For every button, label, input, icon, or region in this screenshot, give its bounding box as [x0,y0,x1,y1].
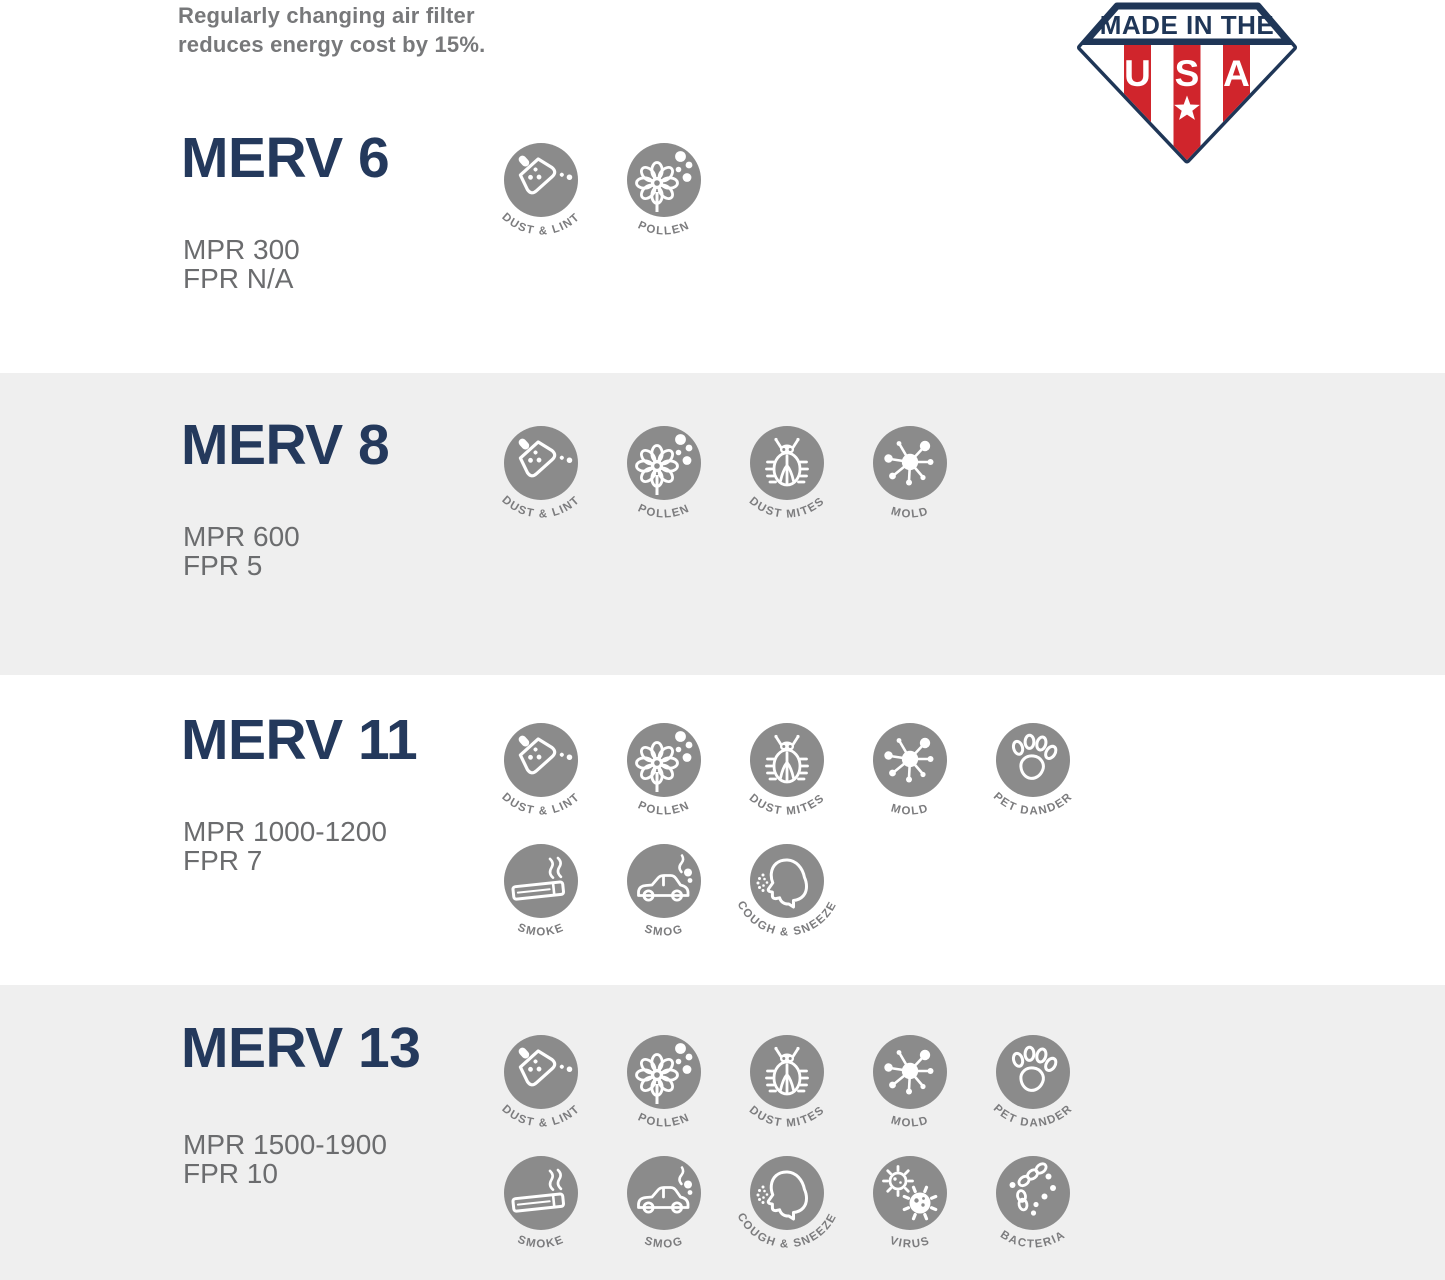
icon-label: VIRUS [888,1235,932,1251]
pollen-icon: POLLEN [627,1035,701,1130]
badge-letter-a: A [1223,53,1250,94]
icon-label: POLLEN [636,799,692,817]
badge-letter-s: S [1175,53,1200,94]
pollen-icon: POLLEN [627,723,701,818]
energy-savings-note: Regularly changing air filter reduces en… [178,1,485,59]
merv-13-band [0,985,1445,1280]
energy-savings-note-line2: reduces energy cost by 15%. [178,32,486,57]
merv-11-specs: MPR 1000-1200 FPR 7 [183,817,387,875]
icon-label: POLLEN [636,1111,692,1129]
dust-lint-icon: DUST & LINT [499,143,581,238]
pet-dander-icon: PET DANDER [991,723,1074,818]
merv-8-title: MERV 8 [181,413,390,477]
dust-lint-icon: DUST & LINT [499,426,581,521]
icon-label: MOLD [890,1114,931,1129]
pollen-icon: POLLEN [627,143,701,238]
merv-6-title: MERV 6 [181,126,390,190]
dust-mites-icon: DUST MITES [747,426,826,521]
dust-mites-icon: DUST MITES [747,1035,826,1130]
dust-lint-icon: DUST & LINT [499,723,581,818]
pet-dander-icon: PET DANDER [991,1035,1074,1130]
icon-label: SMOKE [516,1234,566,1251]
merv-13-mpr: MPR 1500-1900 [183,1129,387,1160]
cough-sneeze-icon: COUGH & SNEEZE [735,844,838,939]
dust-mites-icon: DUST MITES [747,723,826,818]
badge-letter-u: U [1124,53,1151,94]
merv-8-specs: MPR 600 FPR 5 [183,522,300,580]
mold-icon: MOLD [873,1035,947,1130]
badge-star-icon [1174,95,1200,120]
bacteria-icon: BACTERIA [996,1156,1070,1251]
icon-label: POLLEN [636,219,692,237]
smog-icon: SMOG [627,844,701,939]
mold-icon: MOLD [873,723,947,818]
energy-savings-note-line1: Regularly changing air filter [178,3,475,28]
merv-8-band [0,373,1445,675]
merv-13-specs: MPR 1500-1900 FPR 10 [183,1130,387,1188]
merv-11-title: MERV 11 [181,708,418,772]
made-in-usa-badge: MADE IN THE U S A [1077,2,1297,164]
merv-8-fpr: FPR 5 [183,550,263,581]
badge-made-in-the-text: MADE IN THE [1100,10,1275,40]
icon-label: MOLD [890,802,931,817]
dust-lint-icon: DUST & LINT [499,1035,581,1130]
merv-13-fpr: FPR 10 [183,1158,278,1189]
icon-label: SMOG [643,1235,685,1251]
icon-label: SMOKE [516,922,566,939]
icon-label: POLLEN [636,502,692,520]
merv-11-mpr: MPR 1000-1200 [183,816,387,847]
smoke-icon: SMOKE [504,1156,578,1251]
smog-icon: SMOG [627,1156,701,1251]
merv-13-title: MERV 13 [181,1016,421,1080]
cough-sneeze-icon: COUGH & SNEEZE [735,1156,838,1251]
pollen-icon: POLLEN [627,426,701,521]
icon-label: SMOG [643,923,685,939]
icon-label: MOLD [890,505,931,520]
merv-11-fpr: FPR 7 [183,845,263,876]
mold-icon: MOLD [873,426,947,521]
smoke-icon: SMOKE [504,844,578,939]
merv-6-fpr: FPR N/A [183,263,294,294]
icon-label: BACTERIA [998,1229,1068,1251]
merv-6-specs: MPR 300 FPR N/A [183,235,300,293]
merv-6-mpr: MPR 300 [183,234,300,265]
merv-8-mpr: MPR 600 [183,521,300,552]
virus-icon: VIRUS [873,1156,947,1251]
